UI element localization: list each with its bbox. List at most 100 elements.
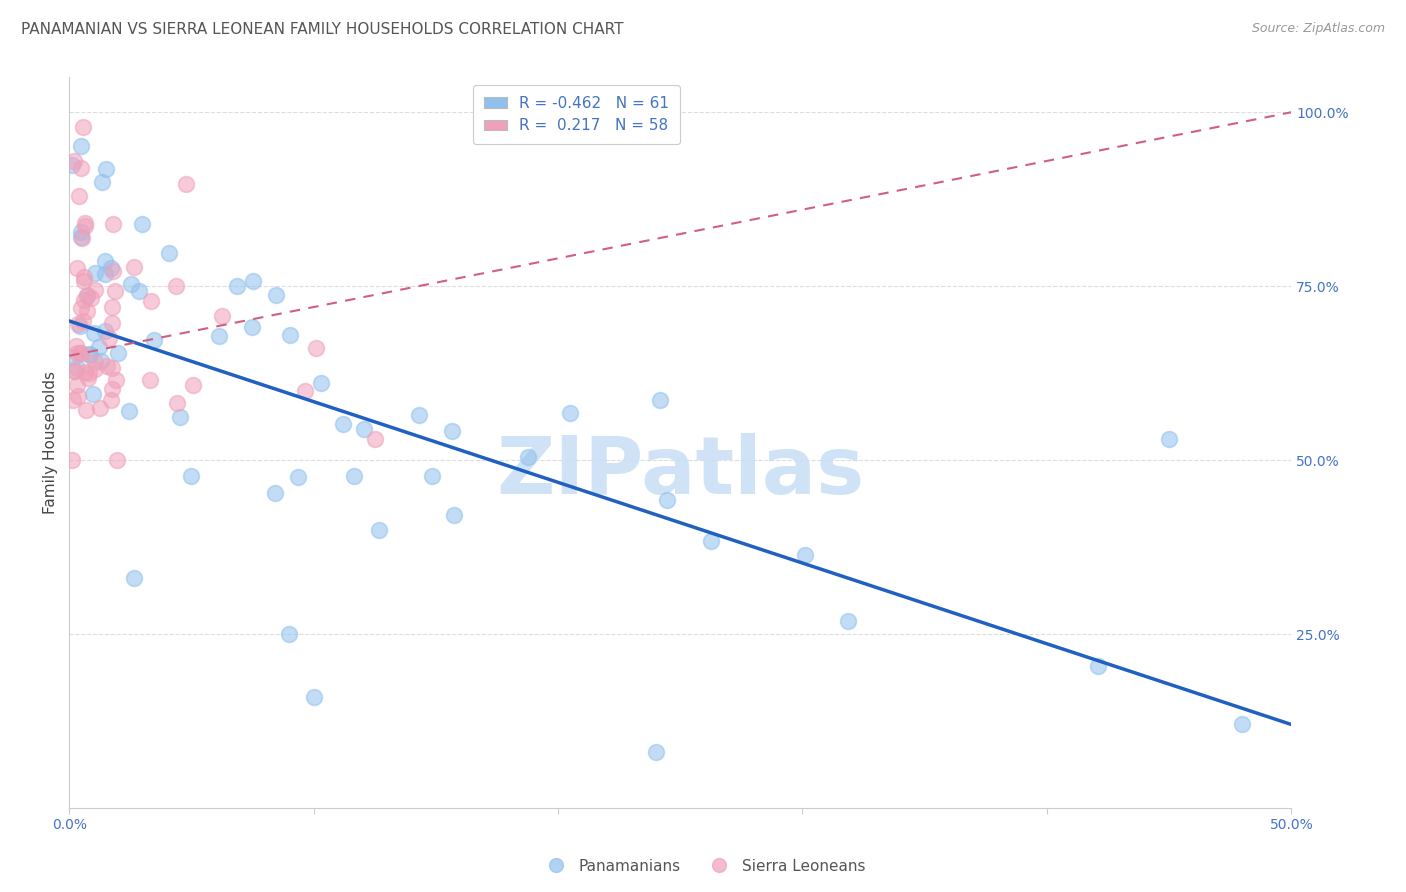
Point <box>76 289 98 303</box>
Point <box>294 384 316 399</box>
Point <box>166 396 188 410</box>
Point <box>67 188 90 202</box>
Point <box>62 350 84 364</box>
Point <box>287 470 309 484</box>
Point <box>440 424 463 438</box>
Point <box>305 341 328 355</box>
Legend: Panamanians, Sierra Leoneans: Panamanians, Sierra Leoneans <box>534 853 872 880</box>
Point <box>211 309 233 323</box>
Point <box>82 386 104 401</box>
Point <box>77 366 100 380</box>
Point <box>104 373 127 387</box>
Point <box>655 493 678 508</box>
Point <box>60 453 83 467</box>
Point <box>62 393 84 408</box>
Point <box>104 284 127 298</box>
Point <box>353 421 375 435</box>
Point <box>98 331 121 345</box>
Point <box>70 301 93 316</box>
Point <box>174 177 197 191</box>
Text: Source: ZipAtlas.com: Source: ZipAtlas.com <box>1251 22 1385 36</box>
Y-axis label: Family Households: Family Households <box>44 371 58 514</box>
Point <box>60 158 83 172</box>
Point <box>100 392 122 407</box>
Point <box>76 288 98 302</box>
Point <box>139 373 162 387</box>
Point <box>122 570 145 584</box>
Point <box>70 161 93 175</box>
Point <box>139 293 162 308</box>
Point <box>128 284 150 298</box>
Point <box>75 216 97 230</box>
Point <box>76 303 98 318</box>
Point <box>89 401 111 415</box>
Point <box>69 318 91 333</box>
Point <box>101 382 124 396</box>
Point <box>72 314 94 328</box>
Point <box>422 469 444 483</box>
Point <box>103 217 125 231</box>
Point <box>75 219 97 233</box>
Point <box>73 274 96 288</box>
Legend: R = -0.462   N = 61, R =  0.217   N = 58: R = -0.462 N = 61, R = 0.217 N = 58 <box>474 85 679 145</box>
Point <box>157 245 180 260</box>
Point <box>332 417 354 431</box>
Text: PANAMANIAN VS SIERRA LEONEAN FAMILY HOUSEHOLDS CORRELATION CHART: PANAMANIAN VS SIERRA LEONEAN FAMILY HOUS… <box>21 22 624 37</box>
Point <box>131 217 153 231</box>
Point <box>79 347 101 361</box>
Point <box>84 355 107 369</box>
Point <box>93 267 115 281</box>
Point <box>837 614 859 628</box>
Point <box>69 345 91 359</box>
Point <box>103 264 125 278</box>
Point <box>63 364 86 378</box>
Point <box>443 508 465 522</box>
Point <box>66 346 89 360</box>
Point <box>242 274 264 288</box>
Point <box>94 254 117 268</box>
Point <box>63 363 86 377</box>
Point <box>225 279 247 293</box>
Point <box>558 406 581 420</box>
Point <box>83 361 105 376</box>
Point <box>83 326 105 341</box>
Point <box>368 523 391 537</box>
Point <box>94 324 117 338</box>
Point <box>72 120 94 134</box>
Point <box>66 389 89 403</box>
Point <box>84 267 107 281</box>
Point <box>65 339 87 353</box>
Point <box>309 376 332 391</box>
Point <box>91 175 114 189</box>
Point <box>343 469 366 483</box>
Point <box>63 153 86 168</box>
Point <box>66 377 89 392</box>
Point <box>169 409 191 424</box>
Point <box>101 360 124 375</box>
Point <box>72 231 94 245</box>
Point <box>84 284 107 298</box>
Point <box>94 161 117 176</box>
Point <box>120 277 142 292</box>
Point <box>75 402 97 417</box>
Point <box>302 690 325 704</box>
Point <box>278 327 301 342</box>
Point <box>100 261 122 276</box>
Point <box>67 318 90 332</box>
Text: ZIPatlas: ZIPatlas <box>496 433 865 511</box>
Point <box>79 348 101 362</box>
Point <box>143 334 166 348</box>
Point <box>100 316 122 330</box>
Point <box>648 392 671 407</box>
Point <box>181 378 204 392</box>
Point <box>73 293 96 308</box>
Point <box>66 261 89 276</box>
Point <box>105 453 128 467</box>
Point <box>180 468 202 483</box>
Point <box>80 292 103 306</box>
Point <box>66 361 89 376</box>
Point <box>517 450 540 464</box>
Point <box>1159 432 1181 446</box>
Point <box>278 627 301 641</box>
Point <box>364 432 387 446</box>
